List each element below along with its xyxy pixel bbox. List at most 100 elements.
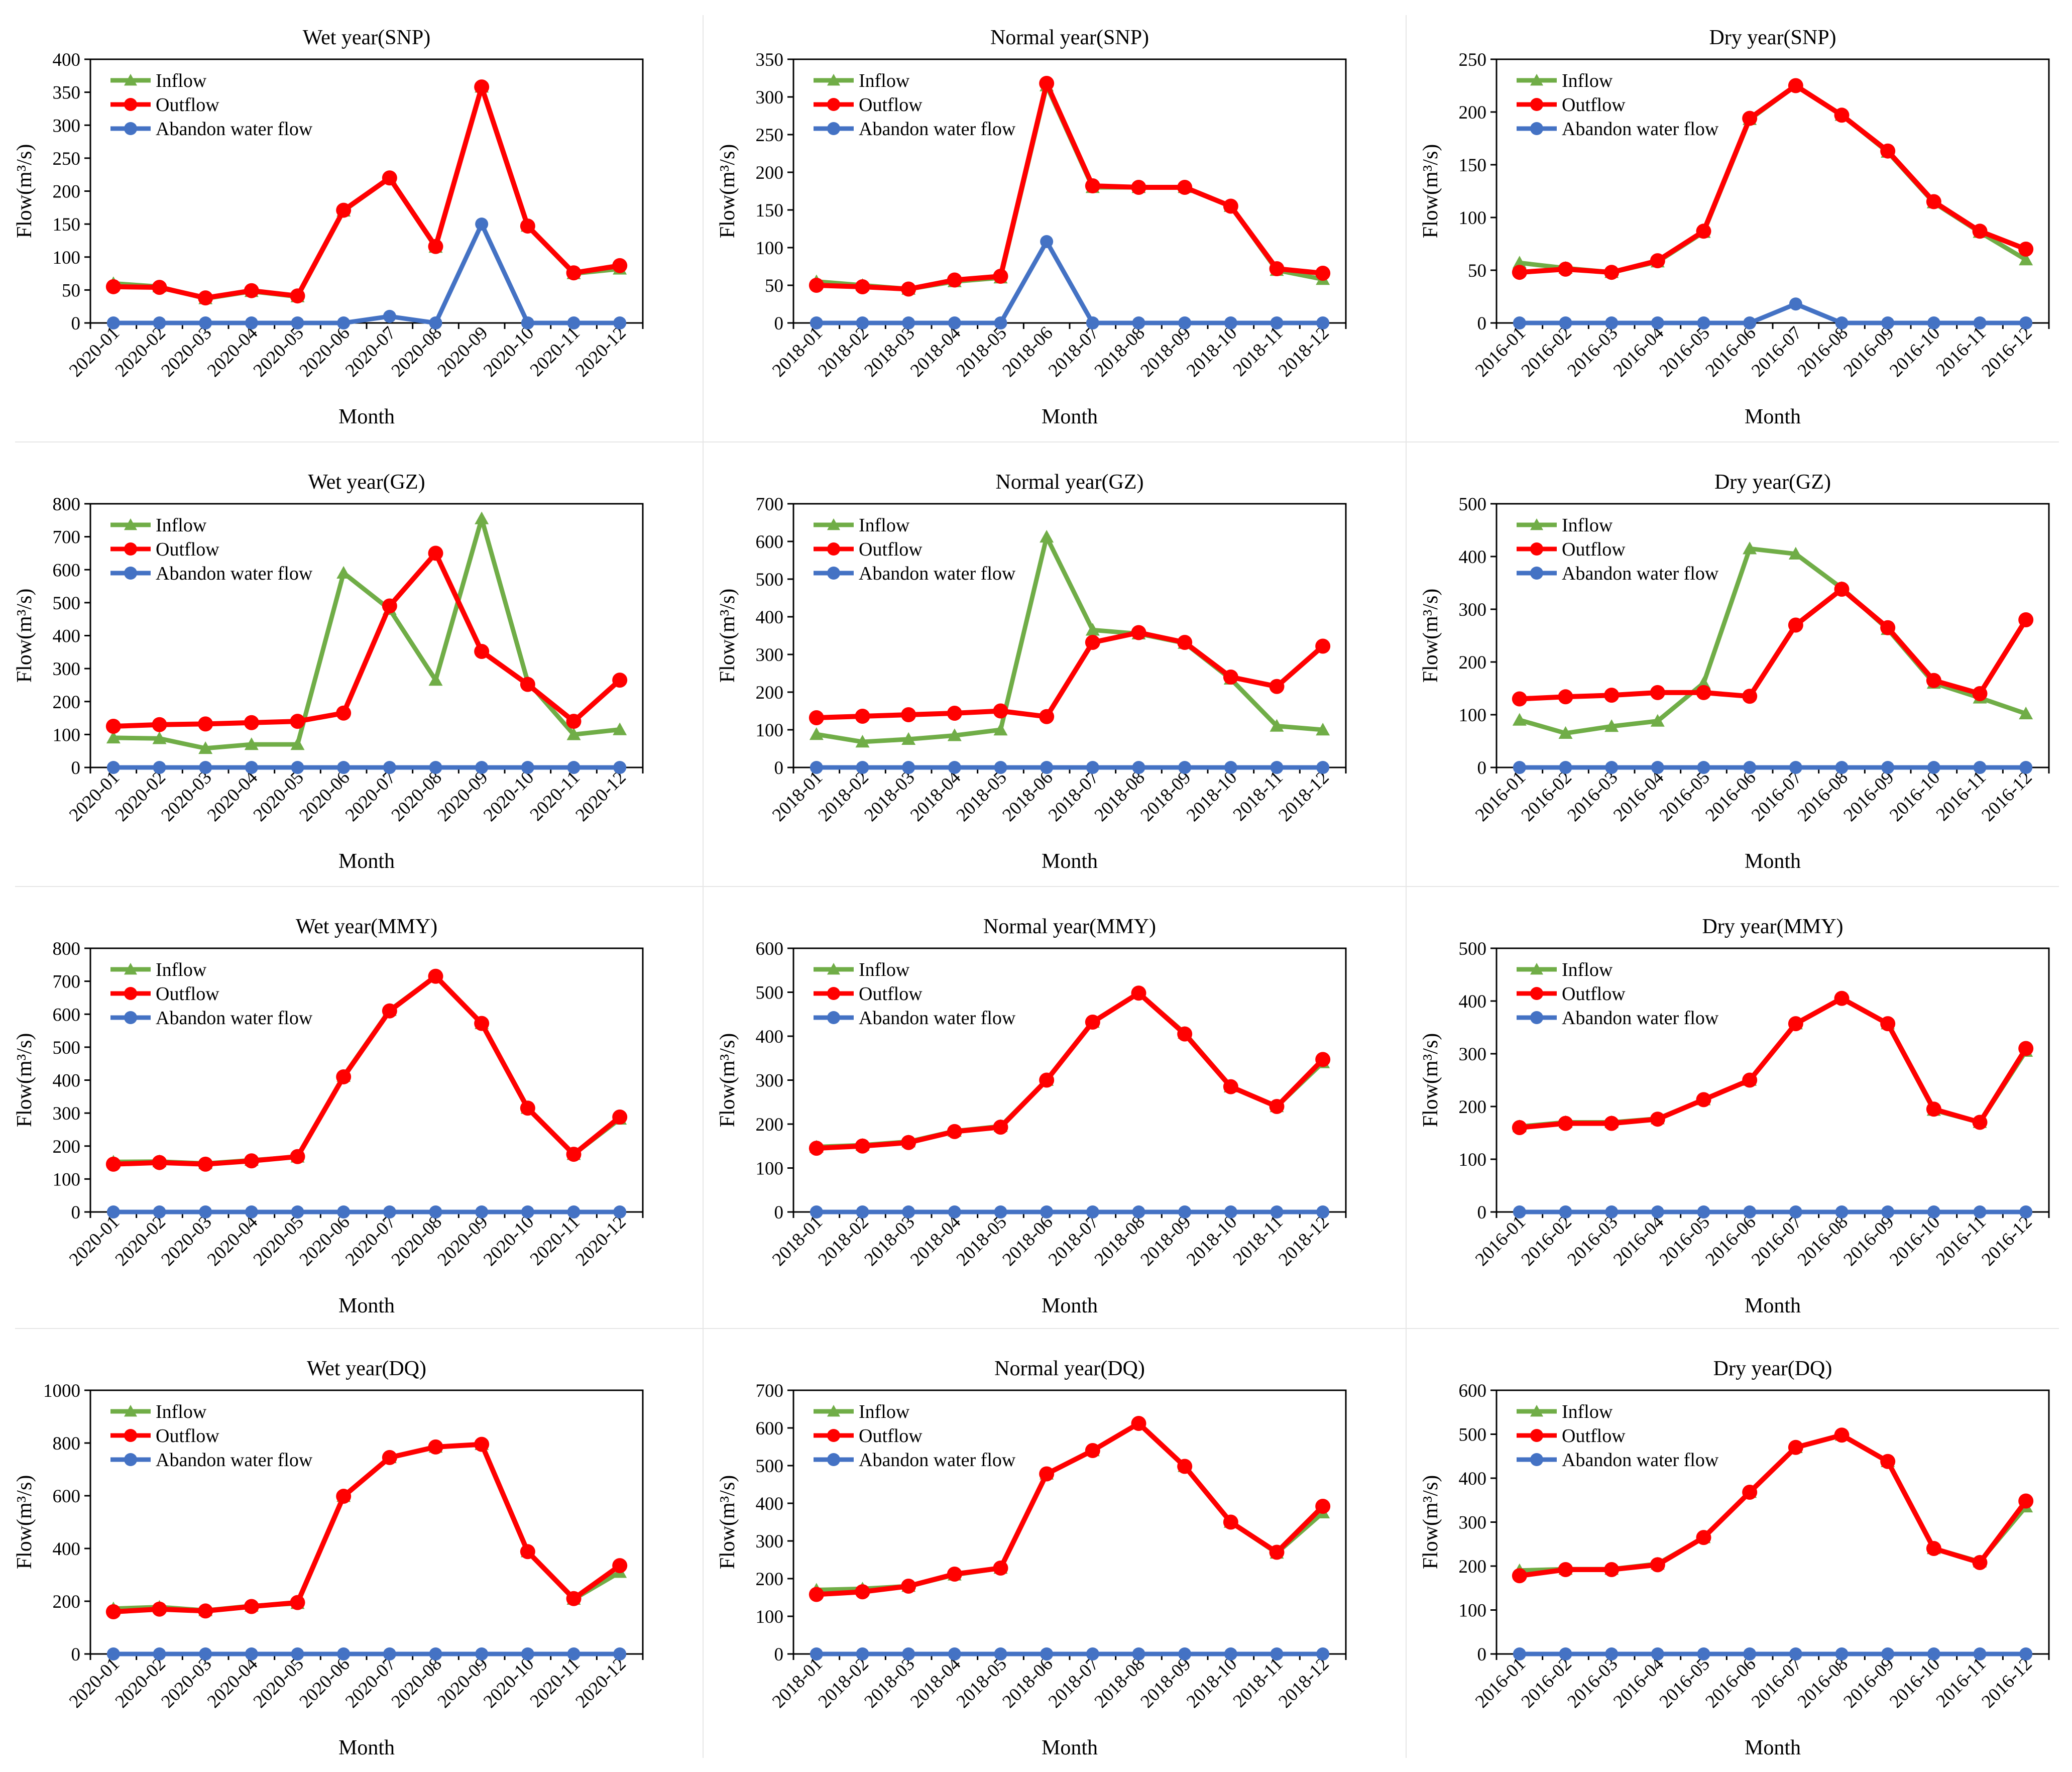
data-point-abandon	[337, 1205, 351, 1219]
legend-label: Outflow	[859, 94, 923, 116]
data-point-outflow	[1742, 1072, 1758, 1088]
x-tick-label: 2020-11	[526, 1653, 584, 1711]
y-tick-label: 400	[756, 1494, 784, 1514]
y-tick-label: 500	[1459, 1425, 1487, 1446]
data-point-outflow	[244, 1153, 259, 1169]
y-axis-label: Flow(m³/s)	[13, 1475, 36, 1570]
data-point-outflow	[382, 1450, 397, 1465]
legend-label: Inflow	[156, 515, 207, 536]
x-tick-label: 2016-10	[1886, 1211, 1944, 1270]
legend-marker-abandon	[124, 1011, 137, 1024]
chart-panel: Dry year(MMY)01002003004005002016-012016…	[1419, 915, 2050, 1317]
legend-label: Abandon water flow	[1562, 1450, 1719, 1471]
series-line-outflow	[113, 1442, 622, 1614]
chart-title: Normal year(GZ)	[995, 471, 1143, 494]
data-point-abandon	[475, 1647, 489, 1660]
x-tick-label: 2018-04	[906, 322, 965, 381]
chart-panel: Normal year(DQ) 0 100 200 300 400 500 600 700 201…	[716, 1357, 1347, 1759]
legend-label: Abandon water flow	[859, 1450, 1016, 1471]
data-point-inflow	[475, 511, 489, 524]
x-axis-label: Month	[1042, 405, 1098, 428]
x-tick-label: 2016-09	[1839, 1653, 1898, 1712]
data-point-abandon	[337, 761, 351, 774]
x-tick-label: 2018-04	[906, 1211, 965, 1270]
chart-panel: Dry year(DQ)01002003004005006002016-0120…	[1419, 1357, 2050, 1759]
data-point-abandon	[1270, 316, 1284, 329]
data-point-abandon	[1224, 761, 1237, 774]
data-point-outflow	[152, 280, 167, 295]
y-tick-label: 200	[1459, 652, 1487, 673]
chart-panel: Normal year(GZ) 0 100 200 300 400 500 600 700 201…	[716, 471, 1347, 873]
data-point-outflow	[1696, 685, 1711, 700]
x-axis-label: Month	[1745, 1294, 1801, 1317]
data-point-abandon	[1270, 761, 1284, 774]
y-tick-label: 0	[1477, 313, 1487, 334]
x-tick-label: 2020-06	[295, 322, 354, 381]
data-point-abandon	[1927, 761, 1940, 774]
x-tick-label: 2016-12	[1978, 1653, 2036, 1712]
data-point-outflow	[1131, 180, 1146, 195]
x-tick-label: 2016-04	[1609, 1653, 1668, 1712]
data-point-outflow	[290, 1595, 305, 1610]
y-tick-label: 500	[1459, 494, 1487, 515]
x-tick-label: 2016-10	[1886, 767, 1944, 825]
data-point-outflow	[152, 717, 167, 732]
x-tick-label: 2018-10	[1183, 1653, 1241, 1712]
legend-marker-inflow	[124, 518, 137, 530]
data-point-abandon	[948, 761, 961, 774]
data-point-outflow	[1223, 198, 1238, 214]
y-tick-label: 200	[756, 683, 784, 703]
series-line-outflow	[816, 81, 1323, 292]
y-tick-label: 400	[1459, 991, 1487, 1012]
y-tick-label: 200	[53, 182, 81, 202]
data-point-abandon	[153, 316, 166, 329]
data-point-inflow	[1788, 546, 1803, 560]
legend-marker-abandon	[1530, 1453, 1543, 1466]
data-point-outflow	[198, 1603, 213, 1619]
data-point-outflow	[1972, 1555, 1988, 1570]
data-point-abandon	[810, 316, 823, 329]
legend-label: Inflow	[156, 959, 207, 980]
y-tick-label: 400	[1459, 1469, 1487, 1489]
plot-area-border	[89, 503, 644, 768]
x-tick-label: 2016-03	[1563, 767, 1622, 825]
data-point-abandon	[521, 1205, 534, 1219]
x-tick-label: 2020-03	[157, 1653, 215, 1712]
data-point-outflow	[993, 703, 1008, 719]
data-point-outflow	[1269, 261, 1285, 276]
data-point-abandon	[1559, 1205, 1572, 1219]
data-point-outflow	[336, 1069, 352, 1084]
data-point-abandon	[1835, 1205, 1849, 1219]
data-point-abandon	[1973, 761, 1987, 774]
x-tick-label: 2020-04	[203, 767, 262, 825]
x-axis-label: Month	[1745, 405, 1801, 428]
x-tick-label: 2018-11	[1229, 322, 1287, 380]
data-point-outflow	[1926, 194, 1941, 209]
data-point-outflow	[2018, 1493, 2034, 1509]
data-point-outflow	[1788, 617, 1803, 633]
chart-panel: Normal year(MMY) 0 100 200 300 400 500 600 2018-…	[716, 915, 1347, 1317]
x-tick-label: 2020-07	[341, 767, 400, 825]
data-point-outflow	[1223, 1514, 1238, 1530]
y-tick-label: 600	[53, 560, 81, 581]
x-tick-label: 2018-09	[1136, 1211, 1195, 1270]
y-tick-label: 300	[1459, 1513, 1487, 1533]
data-point-outflow	[566, 1591, 582, 1606]
legend-label: Abandon water flow	[156, 563, 313, 584]
data-point-abandon	[337, 1647, 351, 1660]
x-tick-label: 2016-02	[1518, 1211, 1576, 1270]
y-tick-label: 200	[53, 692, 81, 713]
data-point-abandon	[383, 309, 396, 323]
data-point-outflow	[901, 1579, 916, 1594]
y-tick-label: 50	[1468, 261, 1486, 281]
y-tick-label: 200	[1459, 1557, 1487, 1577]
legend-label: Abandon water flow	[1562, 1008, 1719, 1029]
data-point-outflow	[1604, 1116, 1620, 1131]
chart-title: Dry year(DQ)	[1713, 1357, 1832, 1380]
plot-area-border	[1495, 947, 2050, 1213]
data-point-outflow	[1039, 76, 1055, 91]
data-point-abandon	[199, 1647, 212, 1660]
data-point-outflow	[1788, 78, 1803, 93]
data-point-abandon	[1927, 1205, 1940, 1219]
x-tick-label: 2018-06	[998, 322, 1057, 381]
